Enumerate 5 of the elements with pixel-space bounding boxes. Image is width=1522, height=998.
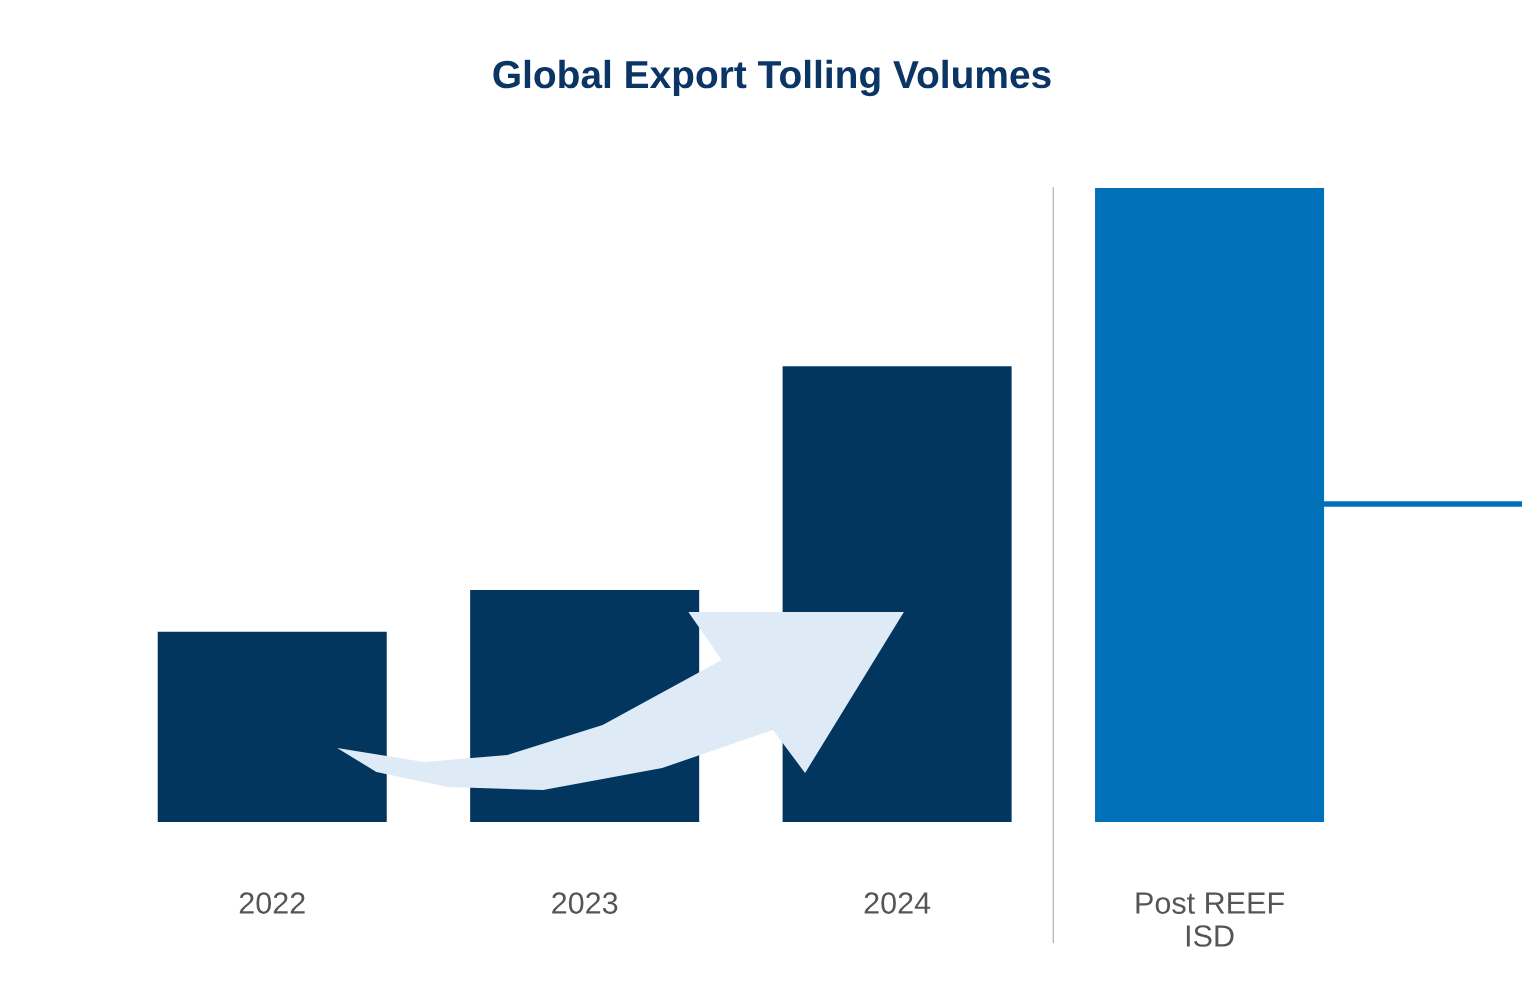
x-tick-label: 2024 bbox=[864, 892, 931, 914]
x-tick-label: 2023 bbox=[552, 892, 618, 914]
x-tick-label: Post REEF ISD bbox=[1136, 892, 1284, 947]
chart-title: Global Export Tolling Volumes bbox=[493, 59, 1051, 97]
x-tick-label: 2022 bbox=[239, 892, 305, 914]
